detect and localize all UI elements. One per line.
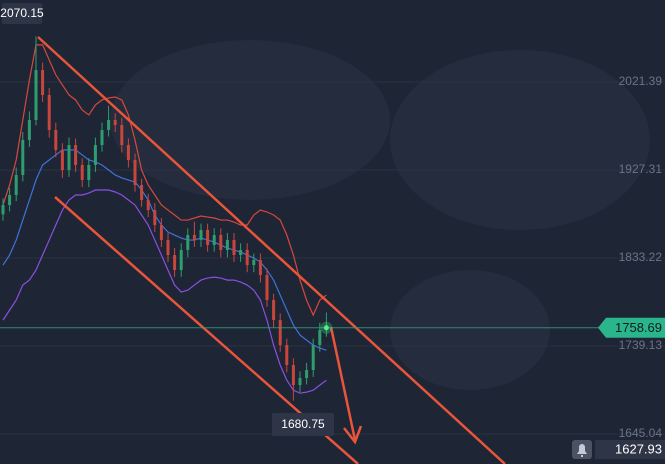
candle-body [272,300,276,321]
y-tick-label: 1645.04 [619,426,663,440]
candle-body [258,259,262,276]
candle-body [206,229,210,246]
candle-body [192,235,196,240]
candle-body [179,249,183,270]
candle-body [67,145,71,171]
current-price-label: 1758.69 [615,320,662,335]
candle-body [87,164,91,181]
candle-body [126,145,130,161]
candle-body [311,345,315,370]
candle-body [93,145,97,165]
candle-body [173,255,177,270]
candle-body [252,259,256,266]
candle-body [1,204,5,215]
high-label: 2070.15 [0,6,44,20]
candle-body [60,149,64,171]
arrow-head [343,425,363,445]
candle-body [41,70,45,96]
y-tick-label: 1927.31 [619,162,663,176]
candle-body [278,320,282,346]
candle-body [186,235,190,250]
candle-body [100,129,104,146]
alert-bell-icon [577,444,587,457]
y-tick-label: 1833.22 [619,250,663,264]
alert-price-label: 1627.93 [615,441,662,456]
candle-body [120,125,124,146]
candle-body [34,70,38,120]
bands [2,44,327,394]
candle-body [133,160,137,185]
channel-upper [37,36,506,464]
arrow-shaft [329,326,357,441]
candle-body [225,239,229,250]
candle-body [166,239,170,256]
candle-body [21,139,25,176]
candle-body [153,210,157,226]
candle-body [305,369,309,379]
candle-body [199,229,203,240]
candle-body [219,235,223,250]
candle-body [8,194,12,205]
band-line [2,149,327,351]
map-texture [110,40,650,390]
candle-body [245,249,249,266]
band-line [2,44,327,317]
candle-body [54,129,58,150]
candle-body [239,249,243,256]
labels: 2021.39 1927.31 1833.22 1739.13 1645.04 1758.… [0,3,665,459]
candle-body [285,345,289,366]
low-label: 1680.75 [281,417,325,431]
candle-body [27,119,31,140]
y-tick-label: 2021.39 [619,74,663,88]
candle-body [47,95,51,130]
low-box [272,413,334,436]
candle-body [113,119,117,126]
candle-body [107,119,111,130]
alert-box [595,440,665,459]
band-line [2,189,327,394]
candle-body [80,164,84,181]
candle-body [14,175,18,195]
current-price-tag [598,317,665,338]
candle-body [298,378,302,386]
candle-body [265,275,269,301]
current-dot [323,325,329,331]
candle-body [318,330,322,346]
candle-body [212,235,216,246]
candle-body [74,145,78,165]
y-tick-label: 1739.13 [619,338,663,352]
candle-body [291,365,295,386]
high-box [2,3,42,24]
candle-body [146,200,150,211]
candle-body [159,225,163,240]
candle-body [140,184,144,201]
candle-body [232,239,236,256]
